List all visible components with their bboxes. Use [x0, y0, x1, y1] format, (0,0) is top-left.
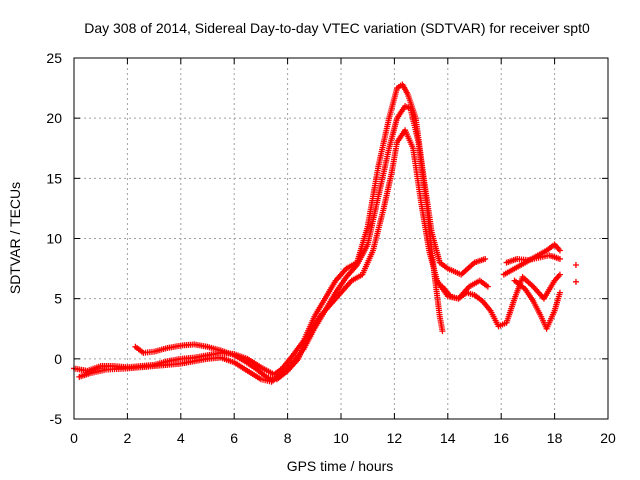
series-isolated: [572, 261, 579, 285]
y-tick-label: 0: [54, 351, 62, 367]
series-track-c: [132, 127, 491, 383]
series-track-b: [76, 103, 446, 385]
data-point: [484, 283, 491, 290]
data-point: [556, 247, 563, 254]
x-tick-label: 8: [284, 430, 292, 446]
data-points: [71, 81, 579, 385]
y-tick-label: 20: [46, 110, 62, 126]
x-tick-label: 10: [333, 430, 349, 446]
x-tick-label: 12: [387, 430, 403, 446]
data-point: [556, 289, 563, 296]
x-tick-label: 20: [600, 430, 616, 446]
series-track-g: [511, 277, 563, 332]
y-tick-label: 25: [46, 50, 62, 66]
x-tick-label: 0: [70, 430, 78, 446]
y-axis-label: SDTVAR / TECUs: [7, 182, 23, 294]
data-point: [572, 278, 579, 285]
plot-frame: [73, 57, 609, 420]
x-tick-label: 4: [177, 430, 185, 446]
x-tick-label: 18: [547, 430, 563, 446]
x-tick-label: 16: [493, 430, 509, 446]
data-point: [482, 255, 489, 262]
data-point: [572, 261, 579, 268]
data-point: [556, 271, 563, 278]
y-tick-label: 5: [54, 291, 62, 307]
y-tick-label: -5: [50, 411, 63, 427]
series-track-d: [439, 271, 563, 330]
y-tick-label: 10: [46, 231, 62, 247]
x-tick-label: 14: [440, 430, 456, 446]
chart-title: Day 308 of 2014, Sidereal Day-to-day VTE…: [84, 20, 590, 36]
y-tick-label: 15: [46, 170, 62, 186]
x-tick-label: 2: [124, 430, 132, 446]
x-tick-label: 6: [230, 430, 238, 446]
series-track-f: [503, 252, 563, 266]
data-point: [439, 328, 446, 335]
data-point: [556, 255, 563, 262]
tick-layer: 0 2 4 6 8 10 12 14 16 18 20 -5 0 5 10 15 20 25: [46, 50, 616, 446]
x-axis-label: GPS time / hours: [287, 458, 394, 474]
